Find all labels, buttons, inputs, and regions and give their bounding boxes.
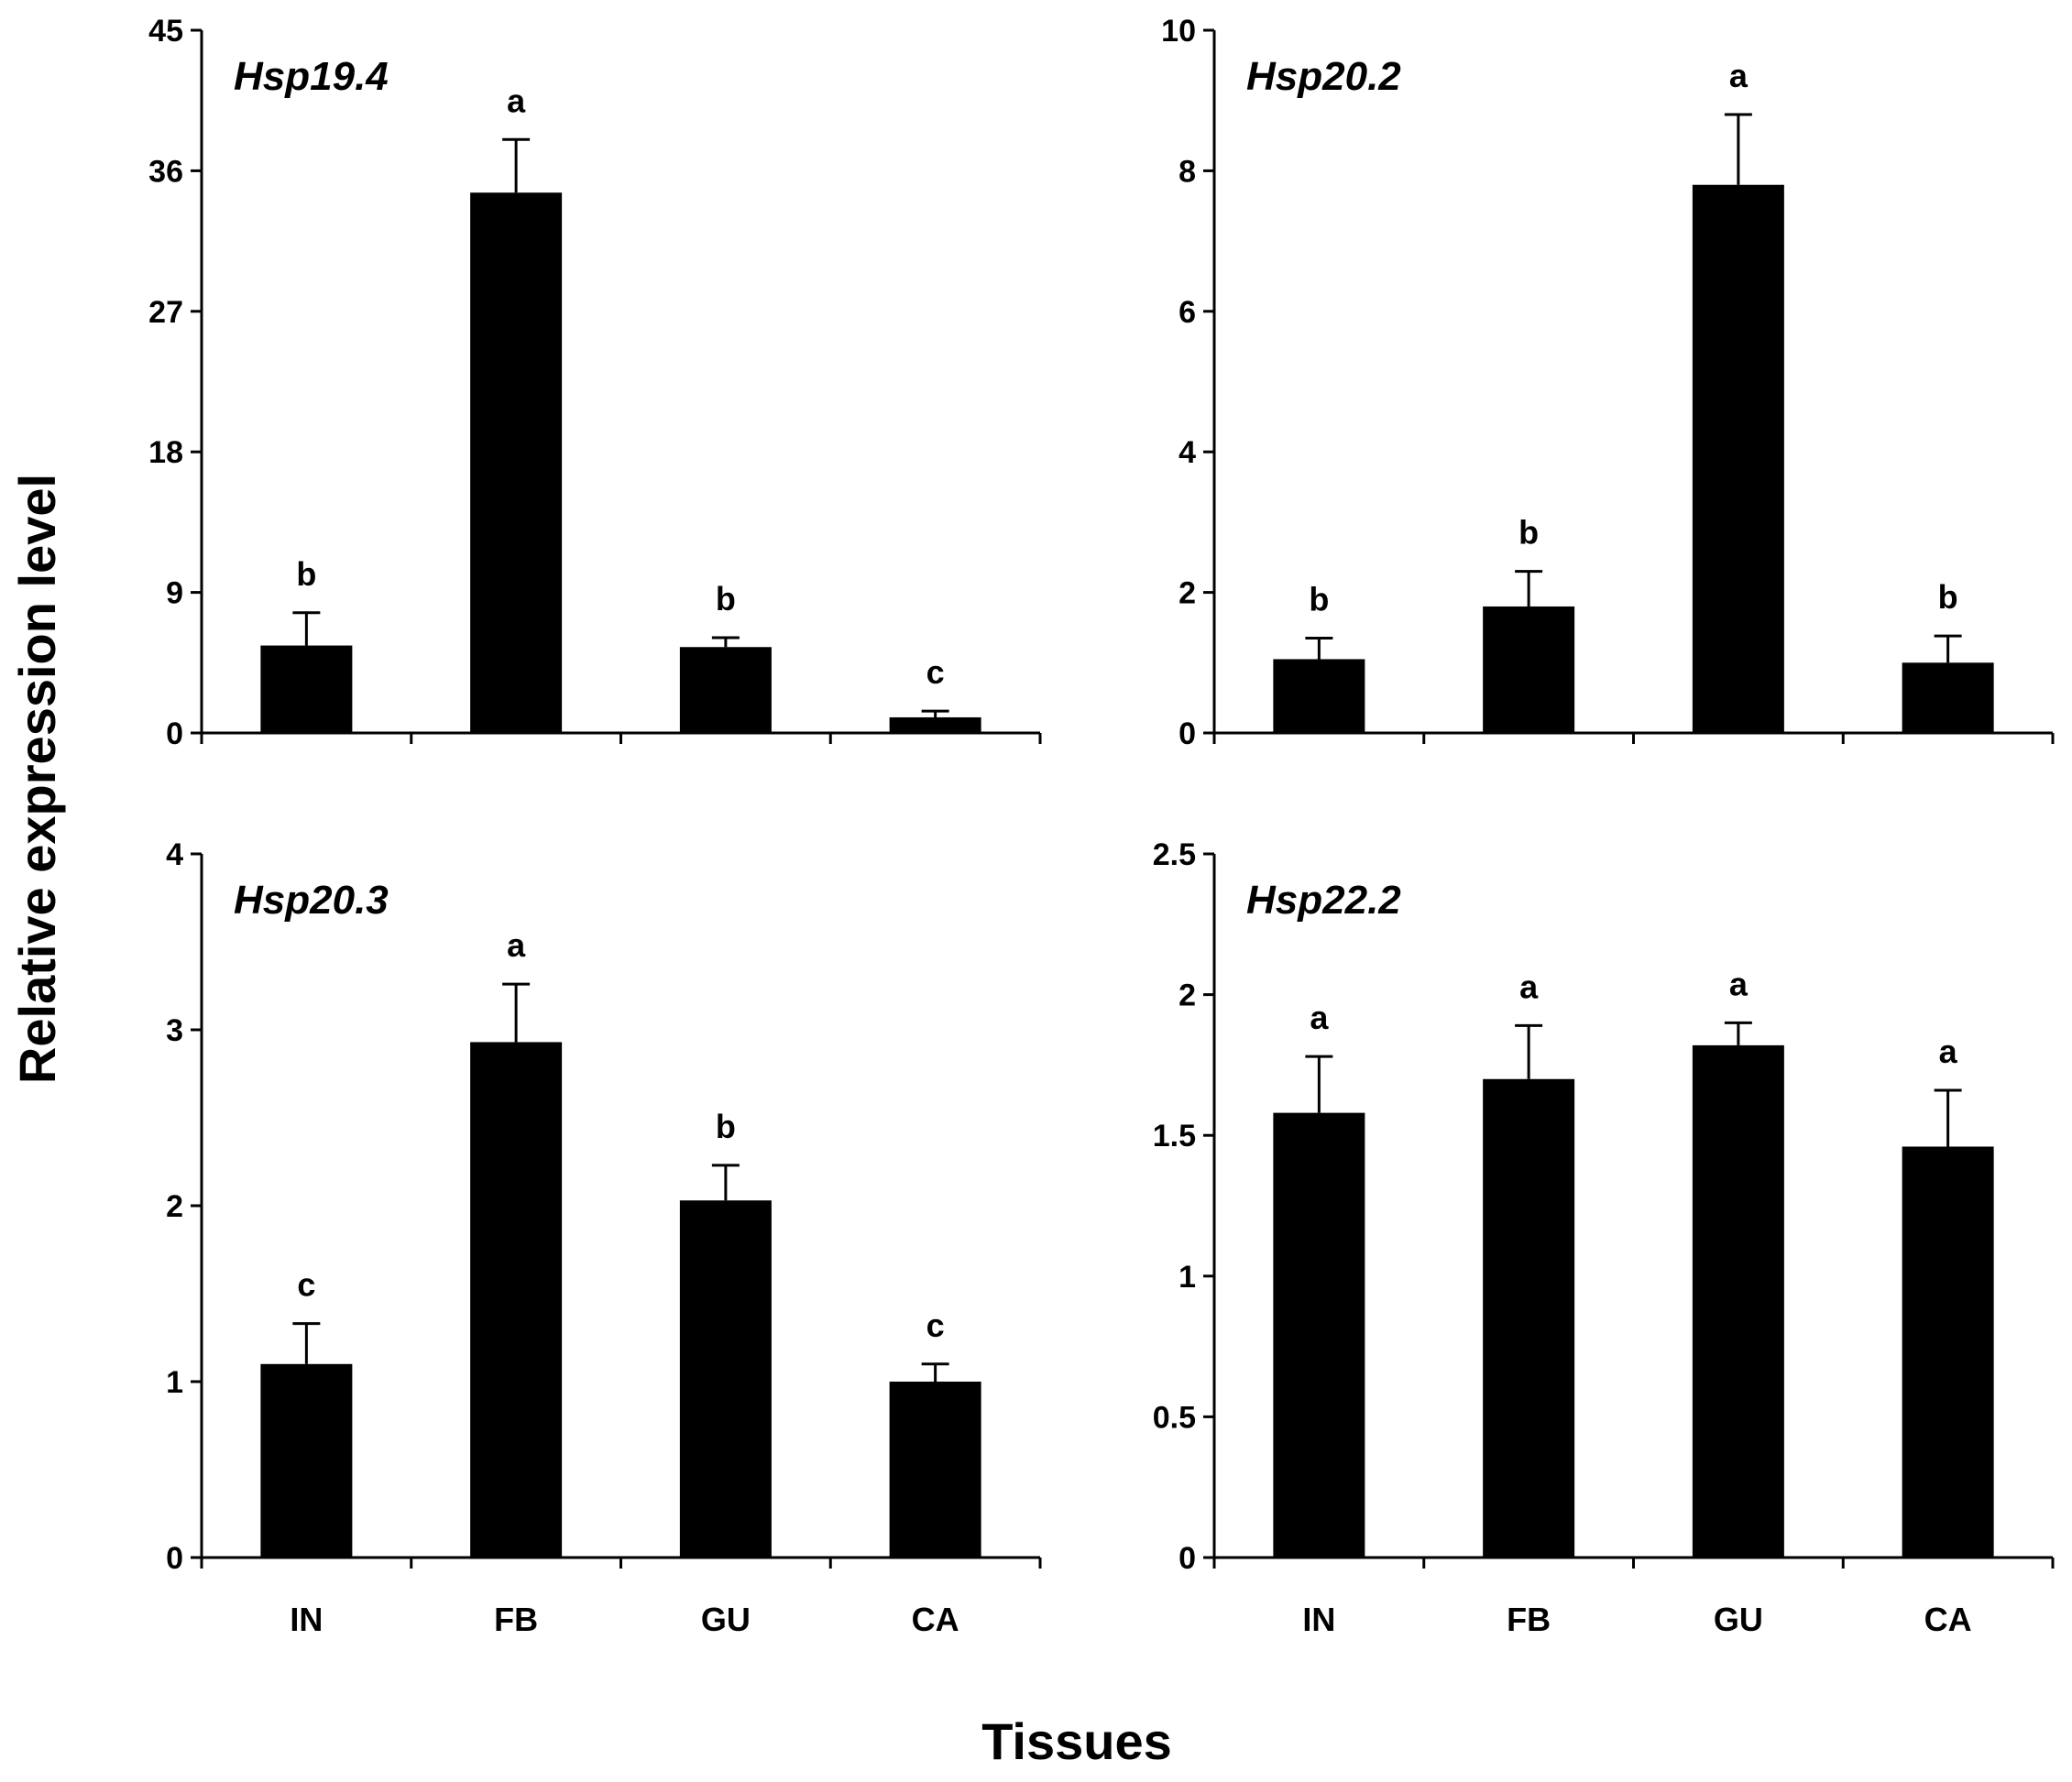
x-axis-title: Tissues [981, 1712, 1172, 1770]
y-tick-label: 2 [1179, 576, 1196, 611]
significance-label: a [1519, 968, 1539, 1005]
chart-panel-hsp22-2: 0 0.5 1 1.5 2 2.5 a IN a FB a GU a CA Hsp22.2 [1153, 837, 2055, 1638]
chart-panel-hsp19-4: 0 9 18 27 36 45 b a b c Hsp19.4 [148, 14, 1042, 751]
y-tick-label: 27 [148, 295, 183, 330]
bar [679, 647, 772, 733]
bar [1273, 1112, 1365, 1558]
x-category-label: IN [1302, 1601, 1335, 1638]
y-tick-label: 0 [1179, 1541, 1196, 1576]
y-tick-label: 36 [148, 154, 183, 189]
y-tick-label: 6 [1179, 295, 1196, 330]
x-category-label: GU [701, 1601, 751, 1638]
panel-title: Hsp20.3 [234, 878, 389, 923]
y-tick-label: 9 [166, 576, 183, 611]
bar [889, 716, 981, 733]
y-tick-label: 10 [1161, 14, 1196, 49]
x-category-label: CA [1924, 1601, 1972, 1638]
y-tick-label: 0.5 [1153, 1400, 1196, 1435]
significance-label: c [926, 1306, 945, 1344]
panel-title: Hsp20.2 [1246, 54, 1401, 99]
bar [1483, 1078, 1575, 1558]
significance-label: b [716, 1108, 736, 1145]
x-category-label: IN [290, 1601, 323, 1638]
y-tick-label: 45 [148, 14, 183, 49]
x-category-label: CA [912, 1601, 959, 1638]
y-tick-label: 18 [148, 435, 183, 470]
significance-label: c [926, 653, 945, 691]
significance-label: a [1729, 57, 1749, 94]
y-tick-label: 0 [1179, 716, 1196, 751]
significance-label: b [1309, 580, 1329, 618]
y-tick-label: 1 [1179, 1260, 1196, 1295]
bar [1273, 659, 1365, 733]
bar [1692, 1044, 1784, 1558]
panel-title: Hsp19.4 [234, 54, 389, 99]
y-tick-label: 3 [166, 1013, 183, 1048]
bar [679, 1200, 772, 1558]
significance-label: a [1310, 999, 1329, 1036]
x-category-label: FB [1507, 1601, 1551, 1638]
x-category-label: FB [494, 1601, 538, 1638]
bar [470, 1042, 563, 1558]
significance-label: a [507, 82, 526, 119]
bar [260, 1363, 353, 1558]
significance-label: a [507, 926, 526, 964]
y-tick-label: 8 [1179, 154, 1196, 189]
chart-panel-hsp20-3: 0 1 2 3 4 c IN a FB b GU c CA Hsp20.3 [166, 837, 1042, 1638]
significance-label: b [716, 580, 736, 618]
y-tick-label: 2 [166, 1189, 183, 1224]
bar [1902, 1146, 1994, 1558]
bar [1692, 184, 1784, 734]
y-tick-label: 1.5 [1153, 1119, 1196, 1153]
chart-panel-hsp20-2: 0 2 4 6 8 10 b b a b Hsp20.2 [1161, 14, 2055, 751]
y-tick-label: 0 [166, 716, 183, 751]
significance-label: b [1938, 578, 1958, 616]
y-tick-label: 4 [1179, 435, 1196, 470]
significance-label: c [297, 1266, 315, 1304]
bar [1902, 662, 1994, 733]
bar [889, 1382, 981, 1558]
significance-label: b [1518, 514, 1539, 552]
significance-label: b [296, 555, 316, 593]
y-tick-label: 0 [166, 1541, 183, 1576]
y-axis-title: Relative expression level [8, 474, 66, 1084]
y-tick-label: 2 [1179, 978, 1196, 1013]
y-tick-label: 4 [166, 837, 183, 872]
bar [470, 192, 563, 734]
significance-label: a [1939, 1033, 1958, 1070]
x-category-label: GU [1714, 1601, 1763, 1638]
y-tick-label: 2.5 [1153, 837, 1196, 872]
y-tick-label: 1 [166, 1365, 183, 1400]
bar [260, 645, 353, 733]
panel-title: Hsp22.2 [1246, 878, 1401, 923]
significance-label: a [1729, 965, 1749, 1002]
bar [1483, 606, 1575, 733]
